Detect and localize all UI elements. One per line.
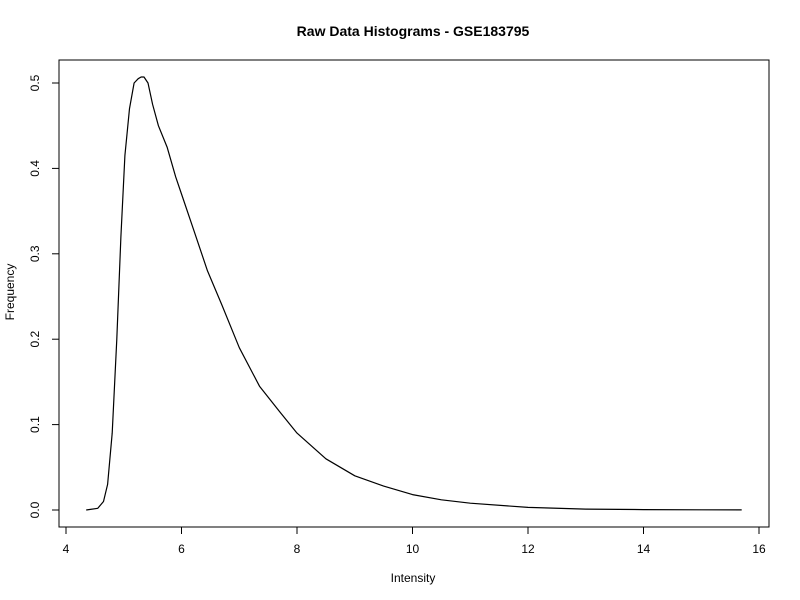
y-tick-label: 0.1: [28, 416, 42, 433]
y-tick-label: 0.2: [28, 331, 42, 348]
x-axis-label: Intensity: [391, 571, 436, 585]
x-tick-label: 10: [406, 542, 420, 556]
density-line: [86, 76, 742, 511]
series-layer: [86, 76, 742, 511]
plot-area-frame: [58, 59, 770, 528]
x-tick-label: 12: [521, 542, 535, 556]
y-tick-label: 0.5: [28, 74, 42, 91]
x-tick-label: 6: [178, 542, 185, 556]
x-tick-label: 4: [63, 542, 70, 556]
y-tick-label: 0.0: [28, 501, 42, 518]
y-tick-label: 0.3: [28, 245, 42, 262]
x-tick-label: 8: [294, 542, 301, 556]
y-axis-label: Frequency: [3, 264, 17, 321]
x-tick-label: 16: [752, 542, 766, 556]
x-axis: 4 6 8 10 12 14 16: [63, 526, 766, 556]
y-tick-label: 0.4: [28, 160, 42, 177]
chart-title: Raw Data Histograms - GSE183795: [297, 23, 530, 39]
y-axis: 0.0 0.1 0.2 0.3 0.4 0.5: [28, 74, 60, 518]
x-tick-label: 14: [637, 542, 651, 556]
